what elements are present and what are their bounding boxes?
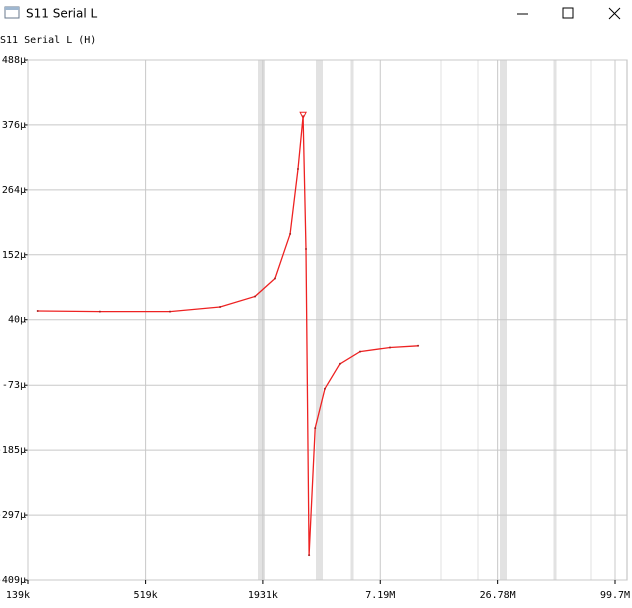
y-tick-label: 152μ (2, 250, 26, 261)
x-tick-label: 1931k (248, 590, 278, 601)
y-tick-label: -73μ (2, 380, 26, 391)
y-tick-label: -297μ (0, 510, 26, 521)
data-point (339, 362, 342, 365)
data-point (323, 387, 326, 390)
x-tick-label: 519k (134, 590, 158, 601)
data-point (308, 554, 311, 557)
y-tick-label: -409μ (0, 575, 26, 586)
y-tick-label: -185μ (0, 445, 26, 456)
y-tick-label: 488μ (2, 55, 26, 66)
data-point (273, 277, 276, 280)
maximize-button[interactable] (562, 7, 574, 19)
x-tick-label: 7.19M (365, 590, 395, 601)
data-point (289, 232, 292, 235)
close-button[interactable] (608, 7, 621, 20)
data-point (389, 346, 392, 349)
data-point (305, 247, 308, 250)
data-point (359, 350, 362, 353)
data-point (314, 427, 317, 430)
data-point (168, 310, 171, 313)
y-tick-label: 376μ (2, 120, 26, 131)
data-point (36, 310, 39, 313)
data-point (296, 167, 299, 170)
app-icon-bar (5, 7, 19, 10)
chart-title: S11 Serial L (H) (0, 35, 96, 46)
y-tick-label: 40μ (8, 315, 26, 326)
x-tick-label: 99.7M (600, 590, 630, 601)
data-point (254, 295, 257, 298)
data-point (417, 344, 420, 347)
data-point (98, 310, 101, 313)
y-tick-label: 264μ (2, 185, 26, 196)
x-tick-label: 139k (6, 590, 30, 601)
x-tick-label: 26.78M (480, 590, 516, 601)
data-point (219, 305, 222, 308)
peak-marker (299, 111, 307, 120)
window-title: S11 Serial L (26, 7, 97, 21)
